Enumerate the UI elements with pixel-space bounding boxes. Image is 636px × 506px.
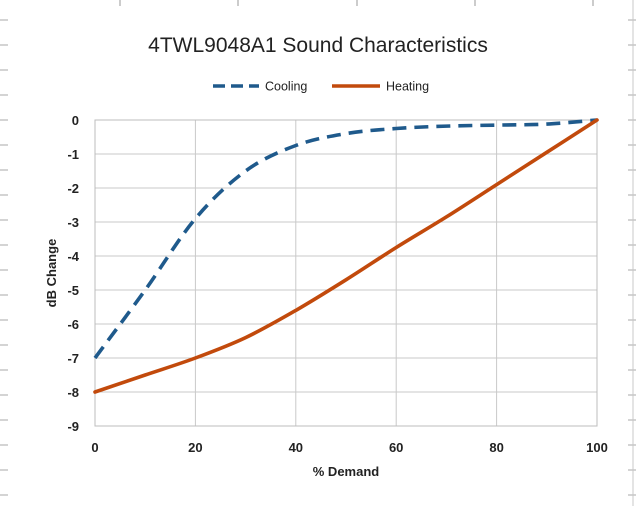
legend: Cooling Heating: [213, 80, 429, 94]
x-axis-title: % Demand: [313, 464, 380, 479]
plot-area: [94, 119, 598, 427]
legend-item-heating: Heating: [332, 80, 429, 94]
series-lines: [93, 118, 599, 394]
y-tick-label: -8: [67, 385, 79, 400]
series-line-heating: [93, 118, 599, 394]
y-tick-label: -2: [67, 181, 79, 196]
legend-item-cooling: Cooling: [213, 80, 307, 94]
y-tick-label: -6: [67, 317, 79, 332]
x-tick-label: 80: [489, 440, 503, 455]
y-axis-tick-labels: 0 -1 -2 -3 -4 -5 -6 -7 -8 -9: [67, 113, 79, 434]
series-line-cooling: [93, 118, 598, 360]
y-tick-label: -9: [67, 419, 79, 434]
x-tick-label: 0: [91, 440, 98, 455]
plot-border: [94, 119, 598, 427]
y-tick-label: -1: [67, 147, 79, 162]
legend-label-heating: Heating: [386, 80, 429, 94]
x-tick-label: 100: [586, 440, 608, 455]
y-axis-title: dB Change: [44, 239, 59, 308]
chart-title: 4TWL9048A1 Sound Characteristics: [148, 34, 488, 57]
x-tick-label: 60: [389, 440, 403, 455]
y-tick-label: -5: [67, 283, 79, 298]
y-tick-label: -3: [67, 215, 79, 230]
grid-lines: [94, 119, 598, 427]
y-tick-label: -7: [67, 351, 79, 366]
x-tick-label: 20: [188, 440, 202, 455]
x-tick-label: 40: [289, 440, 303, 455]
x-axis-tick-labels: 0 20 40 60 80 100: [91, 440, 607, 455]
legend-label-cooling: Cooling: [265, 80, 307, 94]
y-tick-label: 0: [72, 113, 79, 128]
y-tick-label: -4: [67, 249, 79, 264]
